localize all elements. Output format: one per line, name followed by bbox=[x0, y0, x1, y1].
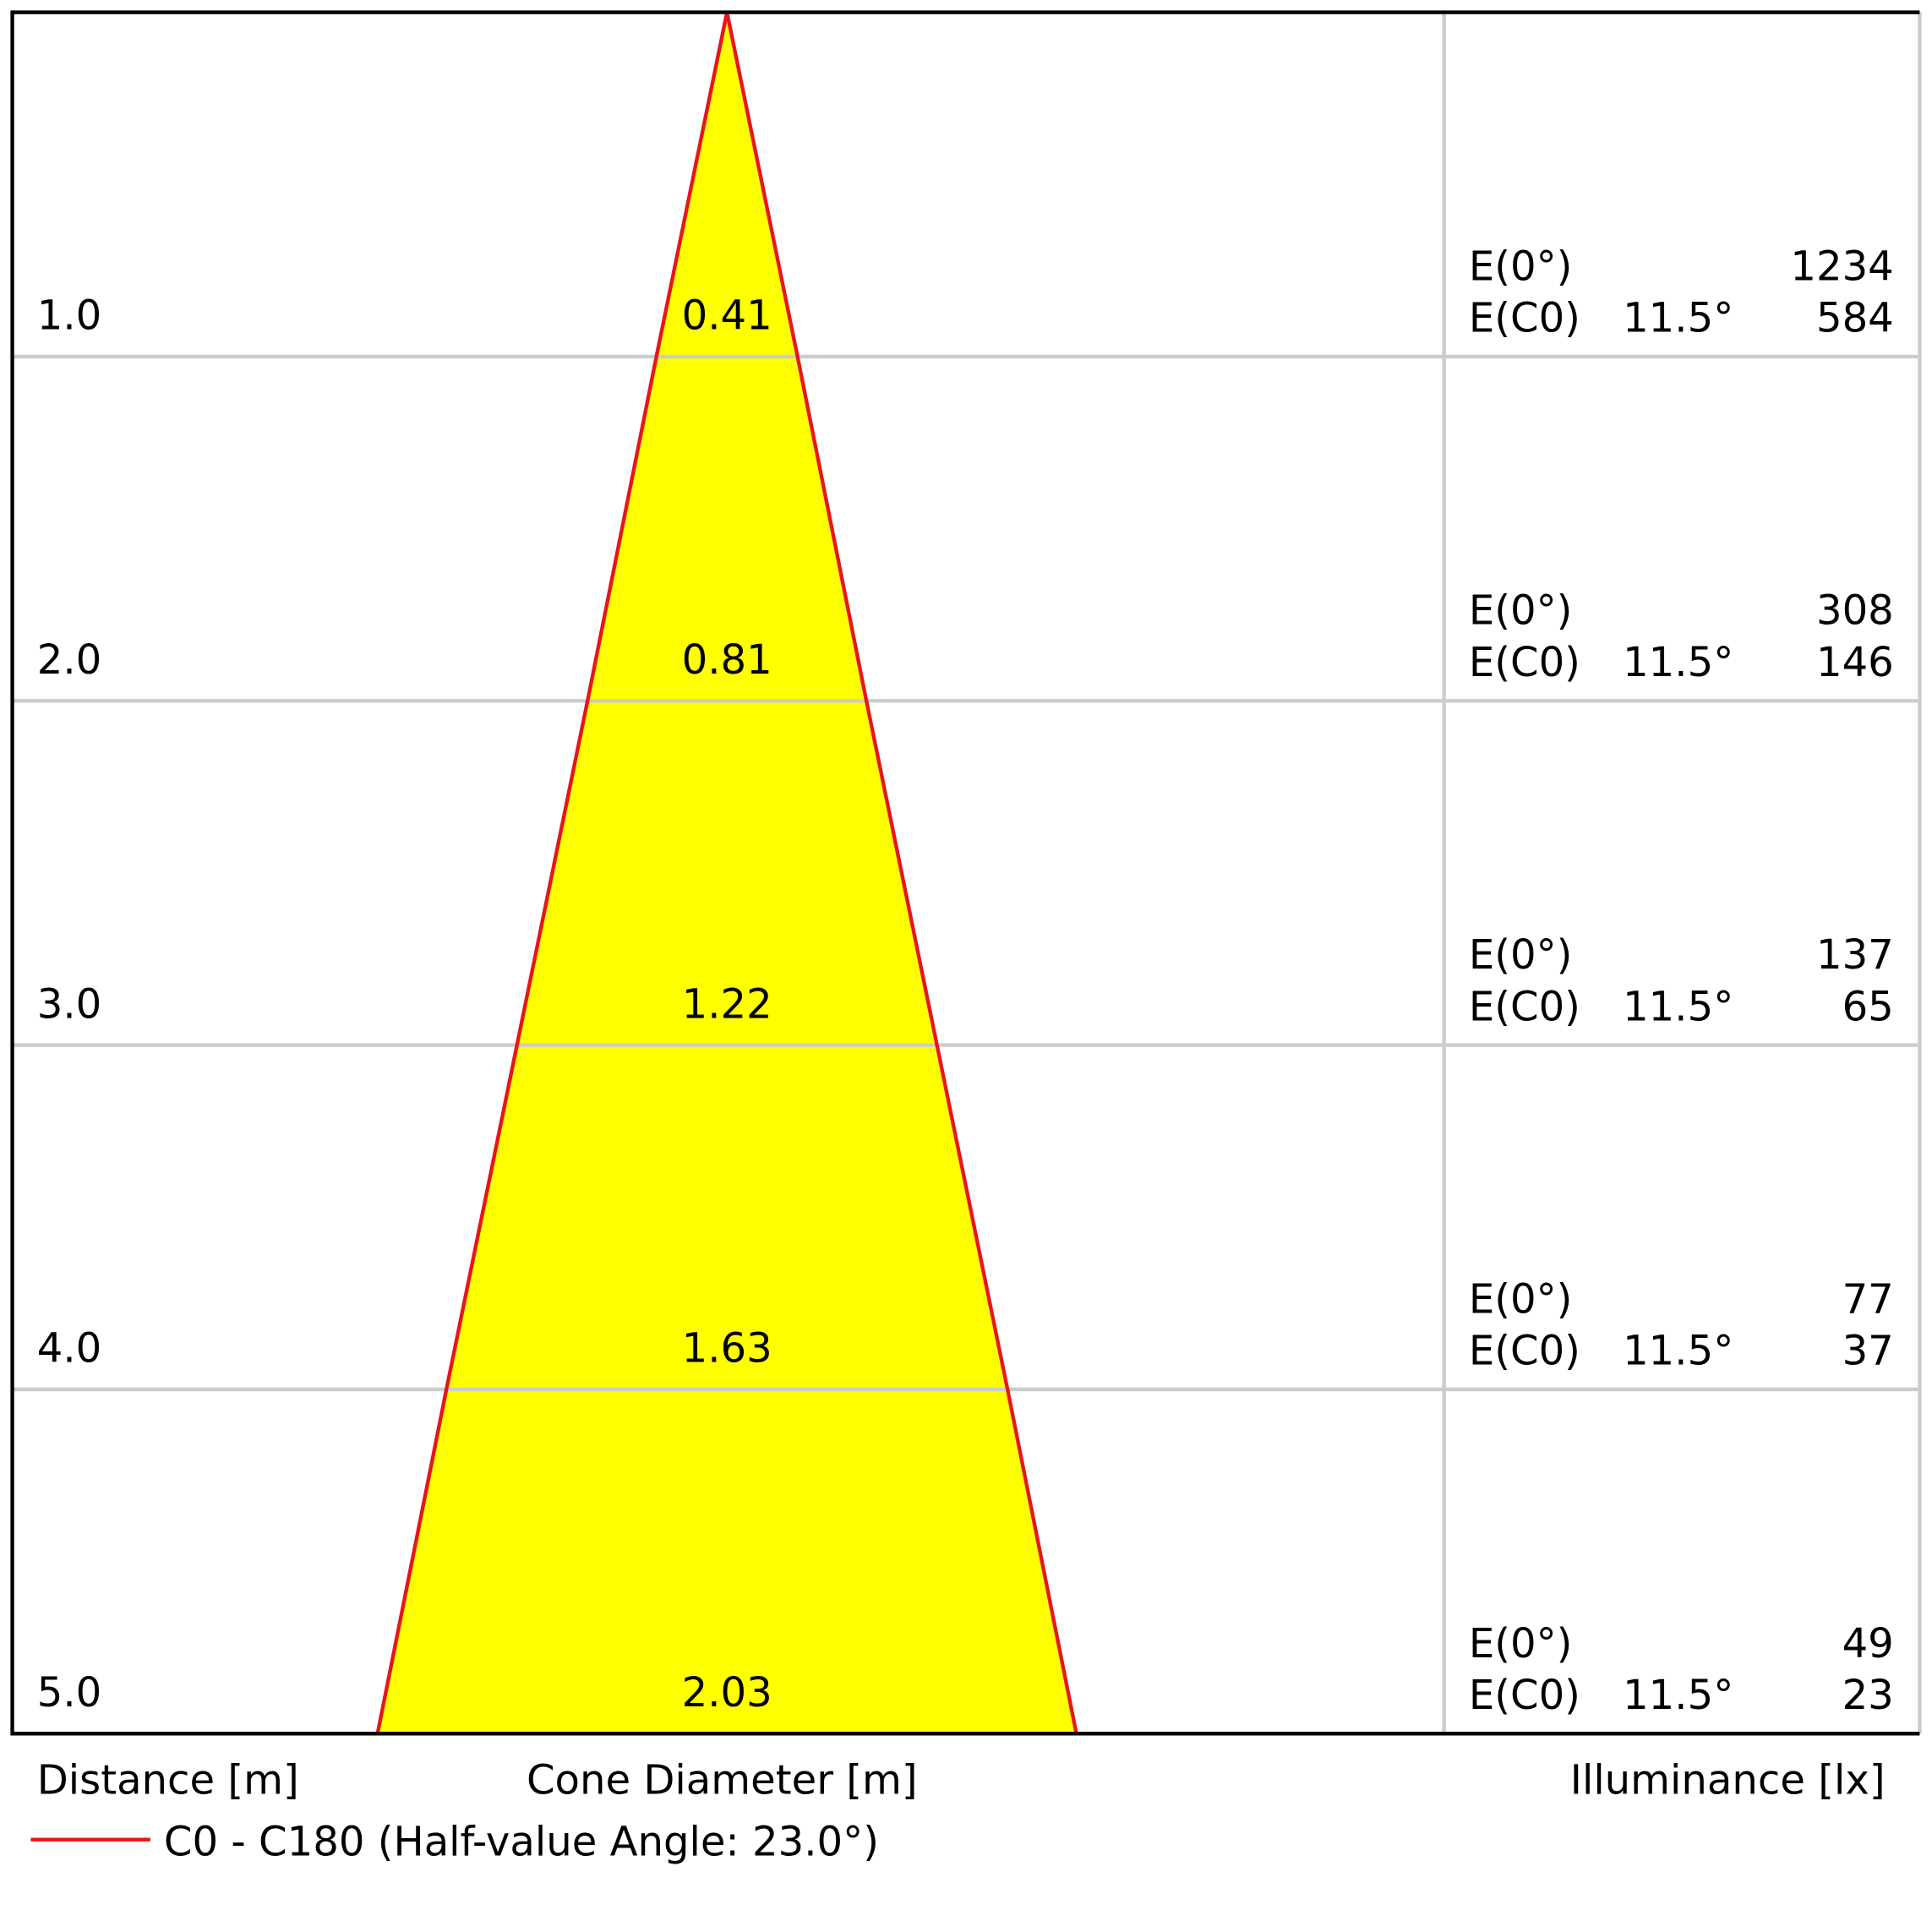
angle-label: 11.5° bbox=[1623, 983, 1733, 1030]
ec0-value: 23 bbox=[1842, 1672, 1894, 1719]
ec0-label: E(C0) bbox=[1469, 1328, 1580, 1375]
e0-value: 308 bbox=[1816, 587, 1894, 635]
diameter-label: 0.81 bbox=[682, 636, 772, 684]
angle-label: 11.5° bbox=[1623, 1328, 1733, 1375]
illuminance-title: Illuminance [lx] bbox=[1570, 1757, 1886, 1804]
e0-label: E(0°) bbox=[1469, 1620, 1573, 1667]
legend-label: C0 - C180 (Half-value Angle: 23.0°) bbox=[164, 1818, 879, 1865]
ec0-label: E(C0) bbox=[1469, 983, 1580, 1030]
ec0-value: 584 bbox=[1816, 295, 1894, 342]
e0-value: 77 bbox=[1842, 1275, 1894, 1323]
cone-edge bbox=[375, 12, 729, 1734]
angle-label: 11.5° bbox=[1623, 1672, 1733, 1719]
ec0-label: E(C0) bbox=[1469, 639, 1580, 686]
distance-label: 1.0 bbox=[37, 292, 102, 340]
ec0-value: 65 bbox=[1842, 983, 1894, 1030]
distance-label: 3.0 bbox=[37, 980, 102, 1028]
cone-edge bbox=[725, 12, 1078, 1734]
frame bbox=[10, 10, 1920, 1736]
diameter-label: 0.41 bbox=[682, 292, 772, 340]
ec0-label: E(C0) bbox=[1469, 1672, 1580, 1719]
distance-label: 4.0 bbox=[37, 1325, 102, 1373]
ec0-value: 146 bbox=[1816, 639, 1894, 686]
diameter-label: 2.03 bbox=[682, 1669, 772, 1716]
diameter-label: 1.63 bbox=[682, 1325, 772, 1373]
ec0-value: 37 bbox=[1842, 1328, 1894, 1375]
e0-label: E(0°) bbox=[1469, 1275, 1573, 1323]
e0-label: E(0°) bbox=[1469, 243, 1573, 290]
angle-label: 11.5° bbox=[1623, 639, 1733, 686]
e0-value: 1234 bbox=[1790, 243, 1893, 290]
distance-label: 2.0 bbox=[37, 636, 102, 684]
distance-label: 5.0 bbox=[37, 1669, 102, 1716]
cone-fill bbox=[377, 12, 1077, 1734]
distance-title: Distance [m] bbox=[37, 1757, 299, 1804]
e0-value: 137 bbox=[1816, 931, 1894, 979]
e0-value: 49 bbox=[1842, 1620, 1894, 1667]
ec0-label: E(C0) bbox=[1469, 295, 1580, 342]
diameter-title: Cone Diameter [m] bbox=[527, 1757, 918, 1804]
angle-label: 11.5° bbox=[1623, 295, 1733, 342]
e0-label: E(0°) bbox=[1469, 931, 1573, 979]
e0-label: E(0°) bbox=[1469, 587, 1573, 635]
diameter-label: 1.22 bbox=[682, 980, 772, 1028]
